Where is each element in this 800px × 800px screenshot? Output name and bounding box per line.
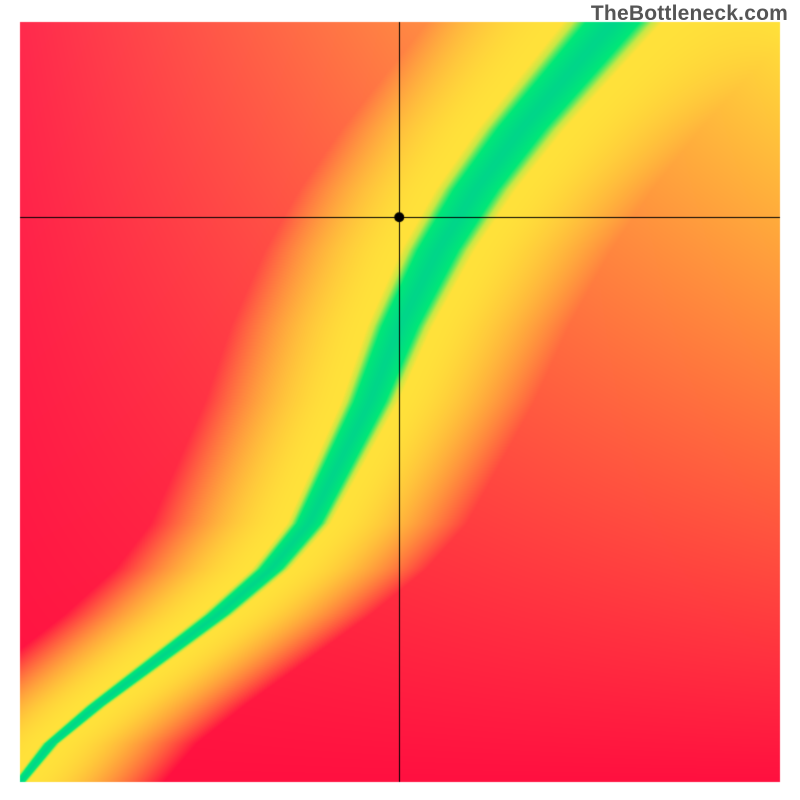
- heatmap-canvas: [0, 0, 800, 800]
- watermark-label: TheBottleneck.com: [591, 2, 788, 26]
- chart-container: TheBottleneck.com: [0, 0, 800, 800]
